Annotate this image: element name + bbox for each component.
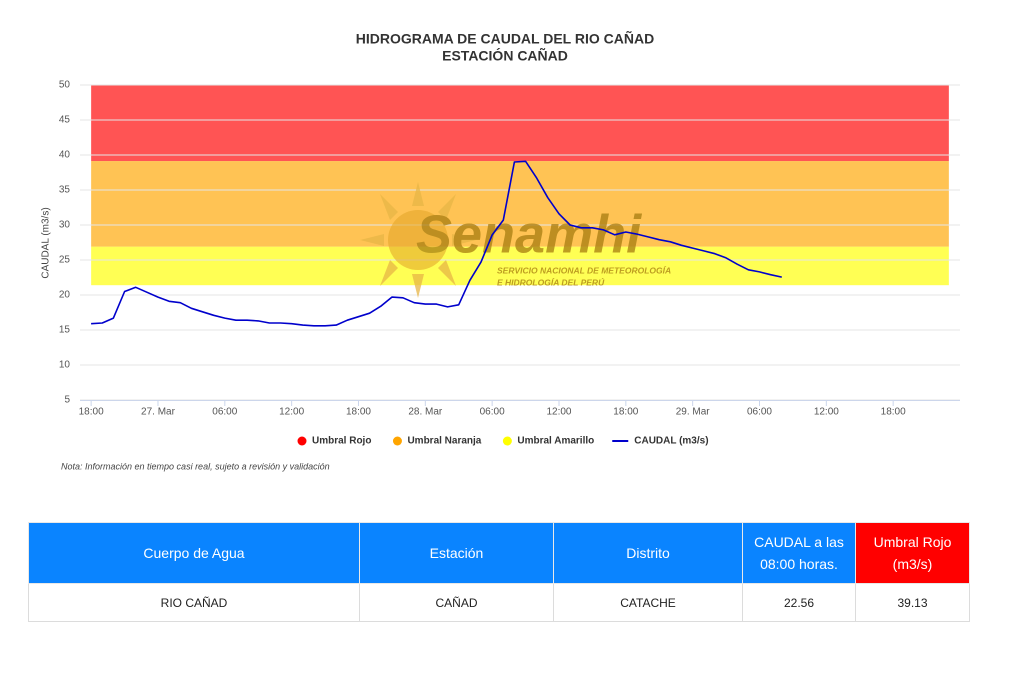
threshold-band [91, 85, 949, 162]
data-table: Cuerpo de Agua Estación Distrito CAUDAL a l… [28, 522, 970, 622]
x-tick-label: 18:00 [881, 407, 906, 418]
column-header: CAUDAL a las 08:00 horas. [742, 522, 856, 584]
x-tick-label: 28. Mar [408, 407, 443, 418]
y-tick-label: 40 [59, 150, 71, 161]
watermark-sun [360, 182, 476, 298]
legend-label: Umbral Rojo [312, 436, 371, 447]
bands [91, 85, 949, 286]
sun-rays [360, 182, 476, 298]
table-body: RIO CAÑAD CAÑAD CATACHE 22.56 39.13 [28, 583, 970, 622]
column-header: Distrito [553, 522, 743, 584]
legend-symbol [392, 436, 402, 446]
series-line [91, 160, 782, 327]
legend-symbol [297, 436, 307, 446]
y-tick-label: 25 [59, 255, 71, 266]
table-cell: 39.13 [855, 583, 970, 622]
column-header: Cuerpo de Agua [28, 522, 360, 584]
x-tick-label: 12:00 [546, 407, 571, 418]
series [91, 160, 782, 327]
table-row: RIO CAÑAD CAÑAD CATACHE 22.56 39.13 [28, 583, 970, 622]
watermark-name: Senamhi [416, 204, 642, 264]
x-tick-label: 12:00 [279, 407, 304, 418]
y-tick-label: 35 [59, 185, 71, 196]
x-tick-label: 18:00 [613, 407, 638, 418]
legend-item: CAUDAL (m3/s) [612, 436, 709, 447]
legend-item: Umbral Amarillo [502, 436, 594, 447]
y-tick-label: 10 [59, 360, 71, 371]
legend-label: Umbral Amarillo [517, 436, 594, 447]
column-header: Estación [359, 522, 554, 584]
y-tick-label: 15 [59, 325, 71, 336]
legend-item: Umbral Rojo [297, 436, 371, 447]
x-tick-label: 27. Mar [141, 407, 176, 418]
x-tick-label: 06:00 [212, 407, 237, 418]
table-cell: RIO CAÑAD [28, 583, 360, 622]
chart: Senamhi SERVICIO NACIONAL DE METEOROLOGÍ… [41, 30, 960, 471]
x-tick-label: 06:00 [747, 407, 772, 418]
note: Nota: Información en tiempo casi real, s… [61, 461, 330, 471]
header-row: Cuerpo de Agua Estación Distrito CAUDAL a l… [28, 522, 970, 584]
sun-core [388, 210, 448, 270]
chart-title: HIDROGRAMA DE CAUDAL DEL RIO CAÑAD [356, 30, 654, 47]
y-tick-label: 20 [59, 290, 71, 301]
legend-item: Umbral Naranja [392, 436, 482, 447]
y-tick-label: 50 [59, 80, 71, 91]
table-cell: CATACHE [553, 583, 743, 622]
threshold-band [91, 246, 949, 286]
threshold-band [91, 161, 949, 247]
grid [80, 84, 960, 406]
y-axis-title: CAUDAL (m3/s) [41, 207, 52, 278]
table-cell: CAÑAD [359, 583, 554, 622]
watermark-line: SERVICIO NACIONAL DE METEOROLOGÍA [497, 265, 671, 275]
watermark-line: E HIDROLOGÍA DEL PERÚ [497, 276, 605, 287]
y-tick-label: 5 [64, 395, 70, 406]
y-tick-label: 30 [59, 220, 71, 231]
watermark: Senamhi SERVICIO NACIONAL DE METEOROLOGÍ… [360, 182, 671, 298]
legend-symbol [502, 436, 512, 446]
x-tick-label: 12:00 [814, 407, 839, 418]
legend-label: CAUDAL (m3/s) [634, 436, 708, 447]
column-header: Umbral Rojo (m3/s) [855, 522, 970, 584]
x-tick-label: 18:00 [79, 407, 104, 418]
y-tick-label: 45 [59, 115, 71, 126]
chart-subtitle: ESTACIÓN CAÑAD [442, 47, 568, 64]
table-cell: 22.56 [742, 583, 856, 622]
legend-label: Umbral Naranja [407, 436, 481, 447]
legend: Umbral Rojo Umbral Naranja Umbral Amarillo… [297, 436, 709, 447]
x-tick-label: 06:00 [480, 407, 505, 418]
x-tick-label: 29. Mar [676, 407, 711, 418]
x-tick-label: 18:00 [346, 407, 371, 418]
